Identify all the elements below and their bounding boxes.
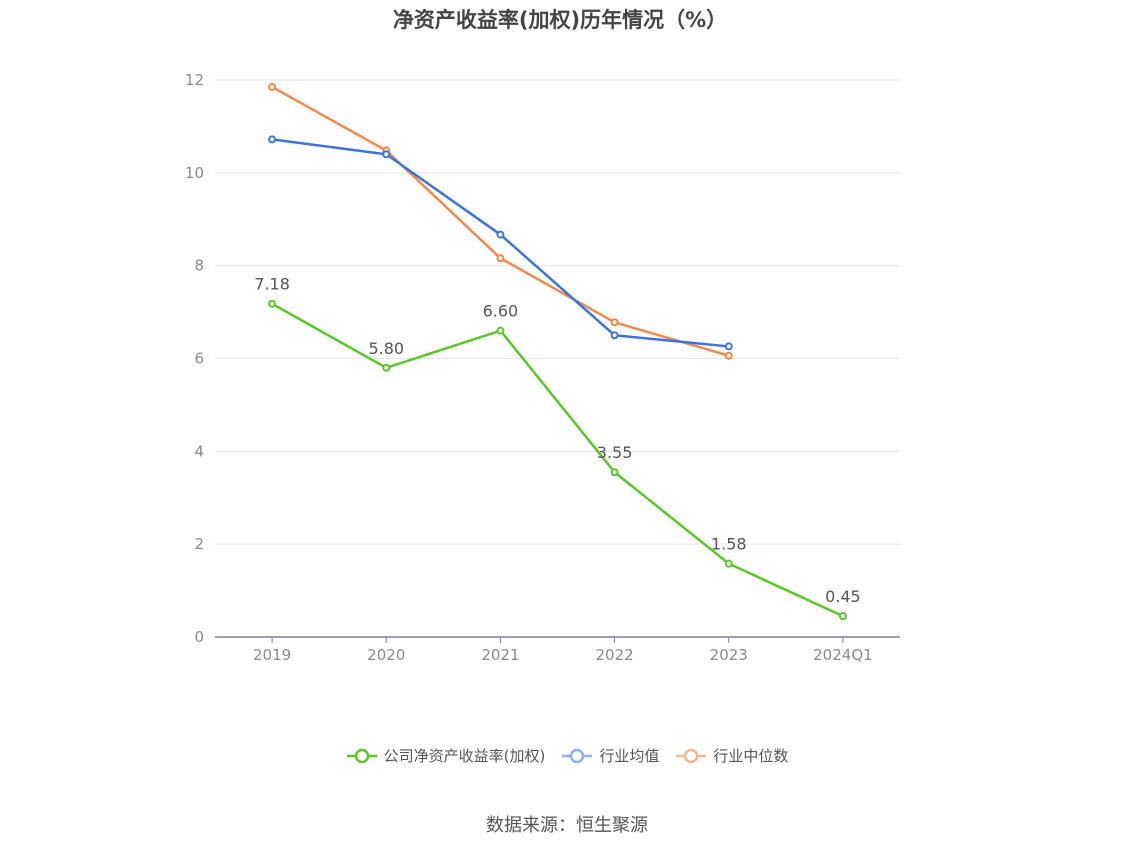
data-label: 3.55 [597,443,633,462]
data-point[interactable] [724,559,733,568]
data-point[interactable] [268,135,277,144]
data-label: 6.60 [483,302,519,321]
grid-layer [215,79,900,545]
label-layer: 7.18 5.80 6.60 3.55 1.58 0.45 [254,275,860,606]
legend-label: 行业均值 [599,747,660,765]
legend-line-circle-icon [562,748,593,763]
legend-line-circle-icon [346,748,377,763]
data-label: 5.80 [368,339,404,358]
y-tick-label: 8 [194,257,204,275]
x-tick-label: 2022 [595,646,633,664]
series-1 [268,135,733,351]
axis-layer: 0 2 4 6 8 10 12 2019 2020 2021 2022 2023 2024Q1 [185,71,900,664]
legend: 公司净资产收益率(加权) 行业均值 行业中位数 [0,745,1134,766]
data-point[interactable] [496,326,505,335]
series-layer [268,82,847,621]
data-point[interactable] [610,318,619,327]
data-point[interactable] [268,299,277,308]
x-tick-label: 2023 [710,646,748,664]
series-line [271,302,844,618]
x-tick-label: 2021 [481,646,519,664]
data-label: 0.45 [825,587,861,606]
data-point[interactable] [382,150,391,159]
data-label: 7.18 [254,275,290,294]
data-point[interactable] [268,82,277,91]
data-point[interactable] [496,254,505,263]
y-tick-label: 6 [194,350,204,368]
data-source: 数据来源：恒生聚源 [486,815,648,836]
data-point[interactable] [610,331,619,340]
data-point[interactable] [724,342,733,351]
y-tick-label: 12 [185,71,204,89]
legend-item-2[interactable]: 行业中位数 [675,745,788,766]
data-point[interactable] [610,468,619,477]
x-tick-label: 2020 [367,646,405,664]
series-0 [268,299,847,621]
legend-label: 行业中位数 [713,747,789,765]
y-tick-label: 2 [194,535,204,553]
data-point[interactable] [724,351,733,360]
legend-item-0[interactable]: 公司净资产收益率(加权) [346,745,546,766]
data-point[interactable] [382,363,391,372]
data-label: 1.58 [711,535,747,554]
legend-item-1[interactable]: 行业均值 [561,745,659,766]
y-tick-label: 0 [194,628,204,646]
data-point[interactable] [496,230,505,239]
y-tick-label: 10 [185,164,204,182]
x-tick-label: 2024Q1 [813,646,873,664]
data-point[interactable] [838,612,847,621]
chart-title: 净资产收益率(加权)历年情况（%） [392,8,728,32]
x-tick-label: 2019 [253,646,291,664]
legend-label: 公司净资产收益率(加权) [383,747,546,765]
y-tick-label: 4 [194,442,204,460]
legend-line-circle-icon [676,748,707,763]
